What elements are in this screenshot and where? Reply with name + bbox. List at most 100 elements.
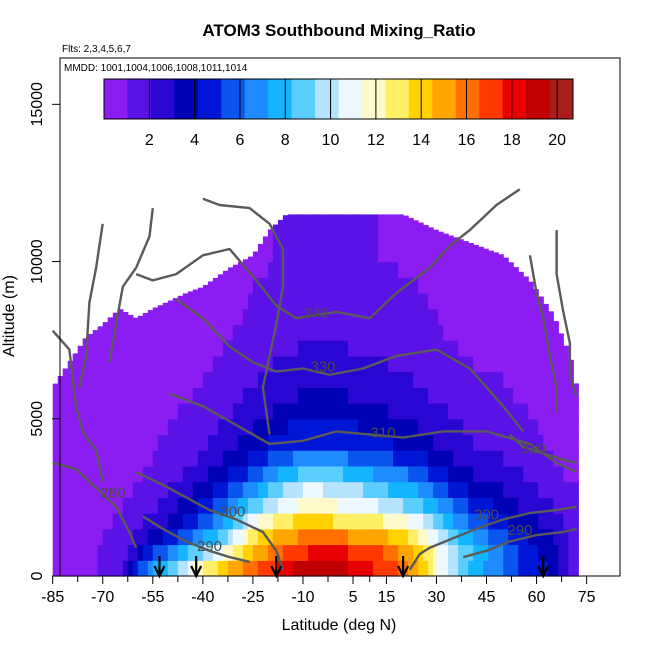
heatmap-cell xyxy=(232,450,239,467)
x-tick-label: -70 xyxy=(91,589,114,606)
heatmap-cell xyxy=(293,450,299,467)
heatmap-cell xyxy=(222,340,229,357)
heatmap-cell xyxy=(92,340,99,357)
heatmap-cell xyxy=(72,465,79,483)
heatmap-cell xyxy=(478,497,484,514)
heatmap-cell xyxy=(493,403,499,420)
heatmap-cell xyxy=(262,245,269,263)
heatmap-cell xyxy=(373,214,379,231)
heatmap-cell xyxy=(323,371,329,388)
heatmap-cell xyxy=(182,308,189,325)
heatmap-cell xyxy=(313,308,319,325)
heatmap-cell xyxy=(423,387,429,404)
heatmap-cell xyxy=(97,450,104,467)
heatmap-cell xyxy=(523,450,529,467)
heatmap-cell xyxy=(383,513,389,530)
heatmap-cell xyxy=(438,544,444,561)
heatmap-cell xyxy=(513,544,519,561)
heatmap-cell xyxy=(222,497,229,514)
heatmap-cell xyxy=(132,434,139,451)
heatmap-cell xyxy=(543,544,549,561)
heatmap-cell xyxy=(438,434,444,451)
heatmap-cell xyxy=(323,245,329,263)
heatmap-cell xyxy=(333,261,339,278)
heatmap-cell xyxy=(443,355,449,373)
heatmap-cell xyxy=(192,355,199,373)
heatmap-cell xyxy=(102,324,109,341)
heatmap-cell xyxy=(438,324,444,341)
heatmap-cell xyxy=(172,298,179,310)
heatmap-cell xyxy=(102,387,109,404)
heatmap-cell xyxy=(463,544,469,561)
heatmap-cell xyxy=(533,513,539,530)
heatmap-cell xyxy=(182,434,189,451)
heatmap-cell xyxy=(488,387,494,404)
heatmap-cell xyxy=(202,293,209,310)
heatmap-cell xyxy=(493,293,499,310)
heatmap-cell xyxy=(277,418,284,436)
heatmap-cell xyxy=(298,481,304,498)
heatmap-cell xyxy=(508,293,514,310)
heatmap-cell xyxy=(147,355,154,373)
heatmap-cell xyxy=(433,434,439,451)
heatmap-cell xyxy=(413,497,419,514)
heatmap-cell xyxy=(282,481,289,498)
heatmap-cell xyxy=(473,513,479,530)
heatmap-cell xyxy=(353,513,359,530)
heatmap-cell xyxy=(172,340,179,357)
heatmap-cell xyxy=(197,403,204,420)
heatmap-cell xyxy=(453,450,459,467)
heatmap-cell xyxy=(167,300,174,310)
heatmap-cell xyxy=(182,387,189,404)
heatmap-cell xyxy=(368,371,374,388)
heatmap-cell xyxy=(242,450,249,467)
heatmap-cell xyxy=(503,324,509,341)
heatmap-cell xyxy=(468,434,474,451)
heatmap-cell xyxy=(328,481,334,498)
heatmap-cell xyxy=(272,418,279,436)
heatmap-cell xyxy=(483,497,489,514)
heatmap-cell xyxy=(212,434,219,451)
heatmap-cell xyxy=(303,355,309,373)
heatmap-cell xyxy=(393,560,399,577)
heatmap-cell xyxy=(548,340,554,357)
heatmap-cell xyxy=(388,497,394,514)
heatmap-cell xyxy=(112,513,119,530)
heatmap-cell xyxy=(303,513,309,530)
heatmap-cell xyxy=(328,308,334,325)
heatmap-cell xyxy=(343,387,349,404)
heatmap-cell xyxy=(272,308,279,325)
heatmap-cell xyxy=(373,403,379,420)
heatmap-cell xyxy=(523,560,529,577)
heatmap-cell xyxy=(463,277,469,294)
heatmap-cell xyxy=(122,403,129,420)
heatmap-cell xyxy=(573,560,579,577)
heatmap-cell xyxy=(242,355,249,373)
heatmap-cell xyxy=(313,528,319,546)
heatmap-cell xyxy=(343,277,349,294)
heatmap-cell xyxy=(348,497,354,514)
heatmap-cell xyxy=(212,371,219,388)
heatmap-cell xyxy=(393,465,399,483)
heatmap-cell xyxy=(177,450,184,467)
heatmap-cell xyxy=(272,371,279,388)
heatmap-cell xyxy=(97,371,104,388)
heatmap-cell xyxy=(333,450,339,467)
heatmap-cell xyxy=(87,465,94,483)
heatmap-cell xyxy=(282,340,289,357)
heatmap-cell xyxy=(348,403,354,420)
heatmap-cell xyxy=(478,261,484,278)
heatmap-cell xyxy=(137,403,144,420)
heatmap-cell xyxy=(493,261,499,278)
heatmap-cell xyxy=(523,324,529,341)
heatmap-cell xyxy=(543,371,549,388)
heatmap-cell xyxy=(463,340,469,357)
heatmap-cell xyxy=(247,434,254,451)
heatmap-cell xyxy=(398,544,404,561)
heatmap-cell xyxy=(222,387,229,404)
heatmap-cell xyxy=(383,230,389,247)
heatmap-cell xyxy=(293,293,299,310)
heatmap-cell xyxy=(488,544,494,561)
heatmap-cell xyxy=(288,560,294,577)
heatmap-cell xyxy=(388,277,394,294)
